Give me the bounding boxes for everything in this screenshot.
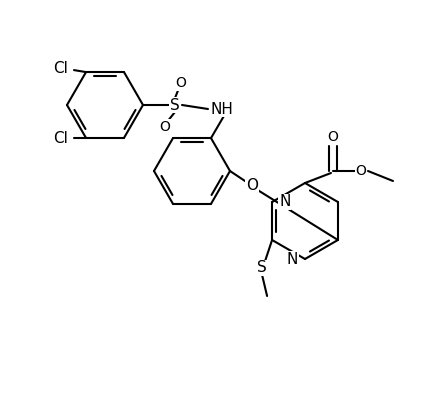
Text: O: O (175, 76, 187, 90)
Text: O: O (327, 130, 339, 144)
Text: N: N (287, 252, 298, 266)
Text: S: S (257, 261, 267, 275)
Text: O: O (160, 120, 171, 134)
Text: N: N (279, 195, 291, 209)
Text: S: S (170, 97, 180, 112)
Text: Cl: Cl (53, 131, 68, 147)
Text: Cl: Cl (53, 61, 68, 75)
Text: NH: NH (210, 101, 233, 116)
Text: O: O (246, 178, 258, 193)
Text: O: O (355, 164, 366, 178)
